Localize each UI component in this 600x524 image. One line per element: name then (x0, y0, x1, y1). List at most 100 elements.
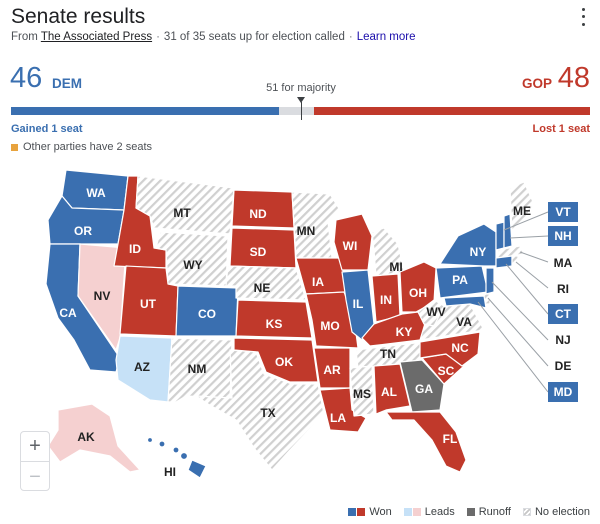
state-NY[interactable] (439, 223, 497, 267)
label-WY: WY (183, 258, 202, 272)
state-MT[interactable] (135, 175, 235, 235)
callout-label-VT: VT (555, 205, 571, 219)
other-parties-note: Other parties have 2 seats (11, 141, 152, 153)
label-AR: AR (323, 363, 341, 377)
callout-label-RI[interactable]: RI (557, 282, 569, 296)
callout-lines (477, 211, 549, 393)
majority-label: 51 for majority (266, 82, 336, 94)
state-FL[interactable] (385, 411, 467, 473)
label-AZ: AZ (134, 360, 150, 374)
label-IA: IA (312, 275, 324, 289)
majority-line (301, 102, 302, 120)
state-NC[interactable] (419, 331, 481, 367)
source-link[interactable]: The Associated Press (40, 31, 153, 43)
callout-label-MD: MD (554, 385, 573, 399)
state-MA[interactable] (497, 245, 525, 259)
state-GA[interactable] (399, 359, 445, 413)
state-MS[interactable] (349, 365, 375, 417)
called-status: 31 of 35 seats up for election called (163, 31, 345, 43)
label-GA: GA (415, 382, 433, 396)
dem-change: Gained 1 seat (11, 123, 83, 135)
us-senate-map[interactable]: WA OR CA NV ID MT WY UT CO AZ NM ND SD N… (0, 158, 600, 498)
state-CT[interactable] (495, 255, 513, 269)
label-AL: AL (381, 385, 397, 399)
subtitle: From The Associated Press · 31 of 35 seats… (11, 31, 416, 43)
state-IL[interactable] (341, 269, 375, 341)
state-MD[interactable] (443, 295, 487, 309)
label-PA: PA (452, 273, 468, 287)
dem-label: DEM (52, 76, 82, 91)
label-ND: ND (249, 207, 267, 221)
state-NE[interactable] (225, 265, 307, 301)
label-CO: CO (198, 307, 216, 321)
label-MI: MI (389, 260, 402, 274)
state-KS[interactable] (235, 299, 313, 339)
callout-VT[interactable] (548, 202, 578, 222)
from-label: From (11, 31, 38, 43)
label-MS: MS (353, 387, 371, 401)
state-AL[interactable] (373, 363, 411, 415)
seat-bar (11, 102, 590, 120)
dem-seat-count: 46 (10, 62, 43, 94)
callout-NH[interactable] (548, 226, 578, 246)
more-options-icon[interactable] (578, 6, 588, 28)
callout-MD[interactable] (548, 382, 578, 402)
other-swatch (11, 143, 18, 151)
label-NM: NM (188, 362, 207, 376)
label-FL: FL (443, 432, 458, 446)
label-MT: MT (173, 206, 191, 220)
label-IN: IN (380, 293, 392, 307)
zoom-out-button[interactable]: − (29, 465, 41, 488)
label-ME: ME (513, 204, 531, 218)
label-NC: NC (451, 341, 469, 355)
state-NJ[interactable] (485, 267, 495, 295)
legend-leads: Leads (403, 506, 455, 518)
zoom-controls: + − (20, 431, 50, 491)
label-ID: ID (129, 242, 141, 256)
state-ME[interactable] (509, 181, 535, 233)
state-MO[interactable] (305, 291, 359, 349)
state-RI[interactable] (511, 255, 519, 267)
state-HI[interactable] (146, 436, 207, 479)
page-title: Senate results (11, 5, 146, 28)
gop-change: Lost 1 seat (532, 123, 590, 135)
state-LA[interactable] (319, 387, 367, 433)
callout-label-NJ[interactable]: NJ (555, 333, 570, 347)
zoom-in-button[interactable]: + (21, 432, 49, 462)
undecided-bar-segment (279, 107, 314, 115)
map-legend: Won Leads Runoff No election (348, 506, 590, 518)
label-WV: WV (426, 305, 445, 319)
legend-won: Won (348, 506, 392, 518)
label-SC: SC (438, 364, 455, 378)
state-NM[interactable] (167, 337, 233, 403)
gop-label: GOP (521, 76, 552, 91)
legend-no-election: No election (522, 506, 590, 518)
label-UT: UT (140, 297, 157, 311)
callout-label-DE[interactable]: DE (555, 359, 572, 373)
legend-runoff: Runoff (466, 506, 511, 518)
label-IL: IL (353, 297, 364, 311)
callout-CT[interactable] (548, 304, 578, 324)
learn-more-link[interactable]: Learn more (356, 31, 416, 43)
majority-marker-icon (297, 97, 305, 103)
label-KY: KY (396, 325, 413, 339)
label-NY: NY (470, 245, 487, 259)
label-OR: OR (74, 224, 92, 238)
state-NH[interactable] (503, 213, 513, 249)
state-WV[interactable] (417, 299, 445, 327)
gop-bar-segment (314, 107, 590, 115)
label-CA: CA (59, 306, 77, 320)
label-TX: TX (260, 406, 275, 420)
label-WI: WI (343, 239, 358, 253)
state-TX[interactable] (195, 349, 325, 471)
label-MO: MO (320, 319, 339, 333)
label-WA: WA (86, 186, 106, 200)
label-AK: AK (77, 430, 95, 444)
label-HI: HI (164, 465, 176, 479)
callout-label-MA[interactable]: MA (554, 256, 573, 270)
gop-seat-count: 48 (557, 62, 590, 94)
label-TN: TN (380, 347, 396, 361)
state-VT[interactable] (495, 221, 505, 251)
label-OK: OK (275, 355, 293, 369)
label-KS: KS (266, 317, 283, 331)
